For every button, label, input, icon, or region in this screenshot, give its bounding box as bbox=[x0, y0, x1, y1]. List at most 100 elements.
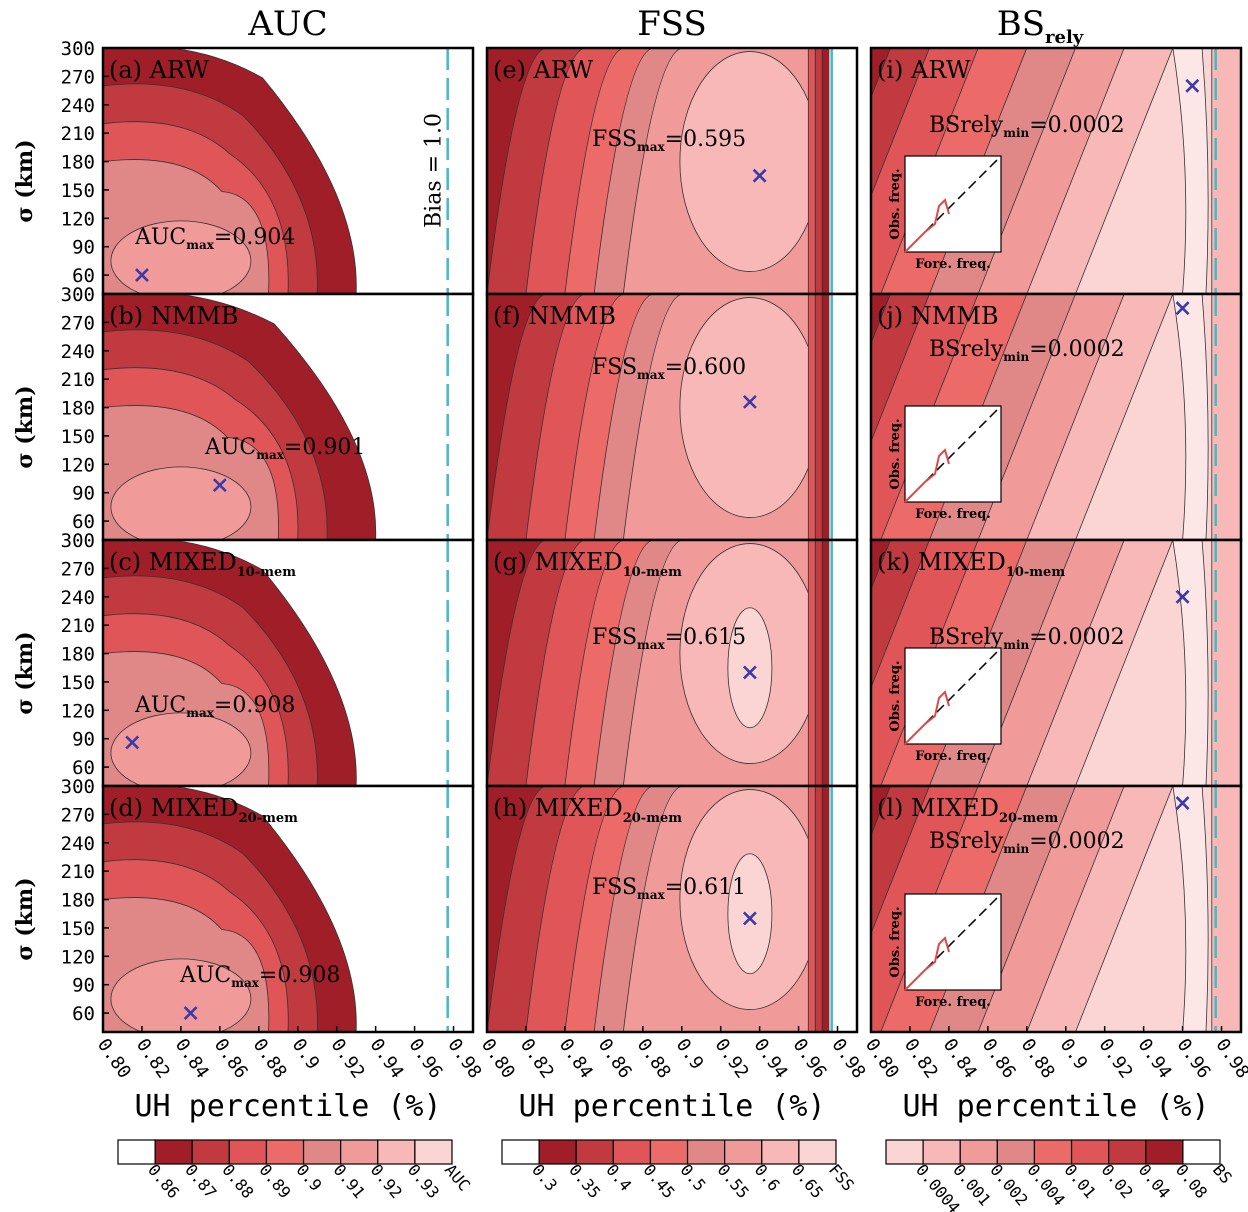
optimum-marker bbox=[125, 735, 140, 750]
colorbar-label: 0.91 bbox=[330, 1160, 369, 1202]
y-tick-label: 210 bbox=[61, 861, 95, 883]
y-tick-label: 240 bbox=[61, 833, 95, 855]
colorbar-swatch bbox=[724, 1139, 763, 1165]
y-tick-label: 90 bbox=[72, 483, 95, 505]
panel-f: (f) NMMB FSSmax=0.600 bbox=[485, 292, 859, 542]
colorbar-swatch bbox=[798, 1139, 837, 1165]
optimum-value: =0.0002 bbox=[1029, 625, 1124, 650]
panel-frame bbox=[485, 784, 859, 1034]
optimum-sub: max bbox=[637, 888, 665, 902]
column-title-bs-main: BS bbox=[997, 4, 1045, 44]
optimum-sub: min bbox=[1003, 350, 1029, 364]
optimum-value: =0.908 bbox=[259, 963, 340, 988]
colorbar-swatch bbox=[885, 1139, 924, 1165]
y-tick-label: 300 bbox=[61, 776, 95, 798]
y-axis-label: σ (km) bbox=[12, 877, 38, 960]
contour-band bbox=[871, 48, 930, 294]
model-name: ARW bbox=[533, 56, 594, 84]
colorbar-label: 0.93 bbox=[404, 1160, 443, 1202]
panel-label: (b) NMMB bbox=[109, 302, 239, 330]
panel-c: (c) MIXED10-mem AUCmax=0.908 bbox=[101, 538, 475, 788]
contour-band bbox=[814, 540, 823, 786]
optimum-annotation: FSSmax=0.600 bbox=[592, 355, 746, 382]
panel-letter: (h) bbox=[493, 794, 535, 822]
panel-label: (c) MIXED10-mem bbox=[109, 548, 296, 580]
y-tick-label: 90 bbox=[72, 975, 95, 997]
panel-frame bbox=[101, 784, 475, 1034]
colorbar-swatch bbox=[1033, 1139, 1073, 1165]
model-name: ARW bbox=[149, 56, 210, 84]
contour-band bbox=[110, 220, 252, 294]
contour-band bbox=[727, 607, 773, 729]
model-name: ARW bbox=[910, 56, 971, 84]
optimum-name: FSS bbox=[592, 875, 637, 900]
panel-h: (h) MIXED20-mem FSSmax=0.611 bbox=[485, 784, 859, 1034]
optimum-sub: max bbox=[186, 238, 214, 252]
optimum-value: =0.615 bbox=[665, 625, 746, 650]
column-title-auc: AUC bbox=[247, 4, 327, 44]
contour-band bbox=[1172, 294, 1209, 540]
x-axis-label: UH percentile (%) bbox=[902, 1089, 1209, 1124]
x-tick-label: 0.84 bbox=[171, 1035, 213, 1083]
optimum-value: =0.595 bbox=[665, 127, 746, 152]
colorbar-label: 0.45 bbox=[639, 1160, 678, 1202]
panel-j: (j) NMMB BSrelymin=0.0002 Obs. freq. Fore. … bbox=[869, 292, 1243, 542]
panel-label: (k) MIXED10-mem bbox=[877, 548, 1065, 580]
panel-label: (j) NMMB bbox=[877, 302, 999, 330]
model-name-sub: 10-mem bbox=[1006, 565, 1066, 580]
y-tick-label: 120 bbox=[61, 946, 95, 968]
y-tick-label: 60 bbox=[72, 511, 95, 533]
inset-ylabel: Obs. freq. bbox=[888, 418, 903, 489]
x-tick-label: 0.96 bbox=[1172, 1035, 1214, 1083]
optimum-marker bbox=[183, 1006, 198, 1020]
x-tick-label: 0.88 bbox=[1017, 1035, 1059, 1083]
contour-band bbox=[814, 786, 823, 1032]
model-name: NMMB bbox=[151, 302, 239, 330]
optimum-sub: max bbox=[637, 638, 665, 652]
optimum-sub: max bbox=[637, 368, 665, 382]
optimum-name: AUC bbox=[179, 963, 231, 988]
panel-label: (d) MIXED20-mem bbox=[109, 794, 298, 826]
y-tick-label: 90 bbox=[72, 729, 95, 751]
panel-letter: (b) bbox=[109, 302, 151, 330]
panel-letter: (g) bbox=[493, 548, 535, 576]
y-tick-label: 120 bbox=[61, 454, 95, 476]
x-axes: 0.800.820.840.860.880.9 0.920.940.960.98U… bbox=[93, 1026, 1248, 1124]
colorbar-label: 0.5 bbox=[676, 1160, 709, 1194]
inset-xlabel: Fore. freq. bbox=[915, 995, 991, 1010]
colorbar-label: 0.004 bbox=[1023, 1160, 1069, 1209]
contour-band bbox=[814, 48, 823, 294]
optimum-name: FSS bbox=[592, 127, 637, 152]
x-tick-label: 0.98 bbox=[1211, 1035, 1248, 1083]
optimum-annotation: FSSmax=0.615 bbox=[592, 625, 746, 652]
model-name: MIXED bbox=[918, 548, 1006, 576]
contour-band bbox=[110, 958, 252, 1032]
y-tick-label: 300 bbox=[61, 530, 95, 552]
optimum-annotation: BSrelymin=0.0002 bbox=[929, 113, 1125, 140]
contour-band bbox=[807, 786, 816, 1032]
model-name-sub: 10-mem bbox=[237, 565, 297, 580]
colorbar-label: 0.02 bbox=[1098, 1160, 1137, 1202]
optimum-marker bbox=[742, 911, 757, 926]
colorbar-swatch bbox=[117, 1139, 156, 1165]
inset-curve bbox=[904, 198, 950, 253]
colorbar-swatch bbox=[538, 1139, 577, 1165]
panel-label: (g) MIXED10-mem bbox=[493, 548, 682, 580]
optimum-annotation: BSrelymin=0.0002 bbox=[929, 625, 1125, 652]
inset-curve bbox=[904, 448, 950, 503]
colorbar-label: 0.6 bbox=[751, 1160, 784, 1194]
colorbar-label: 0.86 bbox=[144, 1160, 183, 1202]
x-tick-label: 0.94 bbox=[750, 1035, 792, 1083]
contour-band bbox=[1172, 786, 1209, 1032]
y-tick-label: 120 bbox=[61, 208, 95, 230]
y-tick-label: 300 bbox=[61, 284, 95, 306]
colorbar-label: 0.08 bbox=[1172, 1160, 1211, 1202]
optimum-annotation: AUCmax=0.904 bbox=[134, 225, 295, 252]
inset-xlabel: Fore. freq. bbox=[915, 749, 991, 764]
y-tick-label: 210 bbox=[61, 615, 95, 637]
model-name: MIXED bbox=[535, 794, 623, 822]
colorbar-label: AUC bbox=[441, 1160, 474, 1194]
optimum-annotation: FSSmax=0.595 bbox=[592, 127, 746, 154]
optimum-name: BSrely bbox=[929, 829, 1004, 854]
